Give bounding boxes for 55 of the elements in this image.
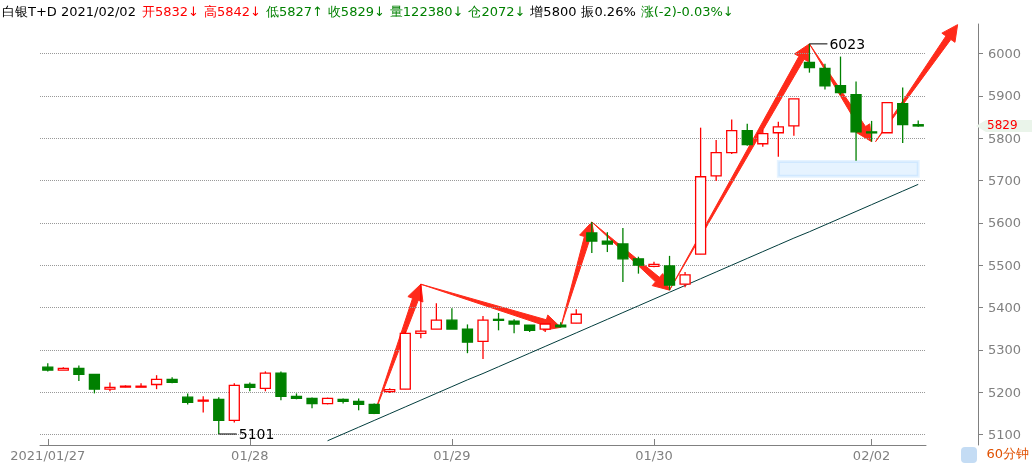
text: 5829 bbox=[987, 117, 1018, 132]
candlestick bbox=[508, 318, 520, 334]
text: 收5829↓ bbox=[327, 4, 385, 19]
chart-title: 白银T+D 2021/02/02 bbox=[2, 4, 136, 19]
candlestick bbox=[88, 373, 101, 395]
candlestick bbox=[865, 120, 878, 143]
candlestick bbox=[741, 123, 753, 147]
candlestick bbox=[803, 43, 816, 74]
candlestick bbox=[663, 255, 676, 291]
candlestick bbox=[213, 396, 225, 435]
candlestick bbox=[710, 139, 722, 182]
y-tick-label: 5800 bbox=[988, 130, 1022, 146]
candlestick bbox=[275, 370, 287, 401]
candlestick bbox=[135, 382, 147, 388]
candlestick bbox=[104, 381, 116, 392]
text: 高5842↓ bbox=[203, 4, 261, 19]
y-tick-label: 5200 bbox=[988, 384, 1022, 400]
y-tick-label: 6000 bbox=[988, 46, 1022, 62]
x-tick-label: 01/30 bbox=[635, 448, 673, 463]
text: 振0.26% bbox=[581, 4, 636, 19]
candlestick bbox=[897, 86, 909, 144]
candlestick bbox=[461, 323, 474, 354]
text: 量122380↓ bbox=[389, 4, 464, 19]
x-tick-label: 02/02 bbox=[852, 448, 891, 463]
candlestick bbox=[446, 307, 458, 330]
candlestick bbox=[586, 221, 598, 254]
candlestick bbox=[601, 231, 613, 253]
annotation: 6023 bbox=[829, 35, 866, 52]
annotation: 5101 bbox=[238, 426, 275, 442]
text: 60分钟 bbox=[986, 445, 1029, 463]
candlestick bbox=[477, 315, 489, 360]
candlestick bbox=[819, 63, 831, 91]
candlestick bbox=[772, 121, 784, 158]
y-tick-label: 5700 bbox=[988, 173, 1022, 189]
x-tick-label: 01/28 bbox=[231, 448, 269, 463]
line-series bbox=[327, 183, 919, 442]
y-tick-label: 5900 bbox=[988, 88, 1022, 104]
candlestick bbox=[430, 302, 443, 330]
x-tick-label: 2021/01/27 bbox=[10, 448, 86, 463]
text: 开5832↓ bbox=[141, 4, 199, 19]
candlestick bbox=[726, 118, 738, 155]
text: 增5800 bbox=[530, 4, 577, 19]
y-tick-label: 5600 bbox=[988, 215, 1022, 231]
y-tick-label: 5100 bbox=[988, 426, 1022, 442]
text: 涨(-2)-0.03%↓ bbox=[640, 4, 734, 19]
text: 仓2072↓ bbox=[468, 4, 526, 19]
y-tick-label: 5400 bbox=[988, 299, 1022, 315]
candlestick bbox=[834, 55, 847, 96]
x-tick-label: 01/29 bbox=[433, 448, 471, 463]
candlestick bbox=[259, 370, 272, 392]
text: 低5827↑ bbox=[265, 4, 323, 19]
y-tick-label: 5300 bbox=[988, 342, 1022, 358]
candlestick bbox=[617, 227, 629, 283]
candlestick bbox=[73, 364, 85, 382]
y-tick-label: 5500 bbox=[988, 257, 1022, 273]
